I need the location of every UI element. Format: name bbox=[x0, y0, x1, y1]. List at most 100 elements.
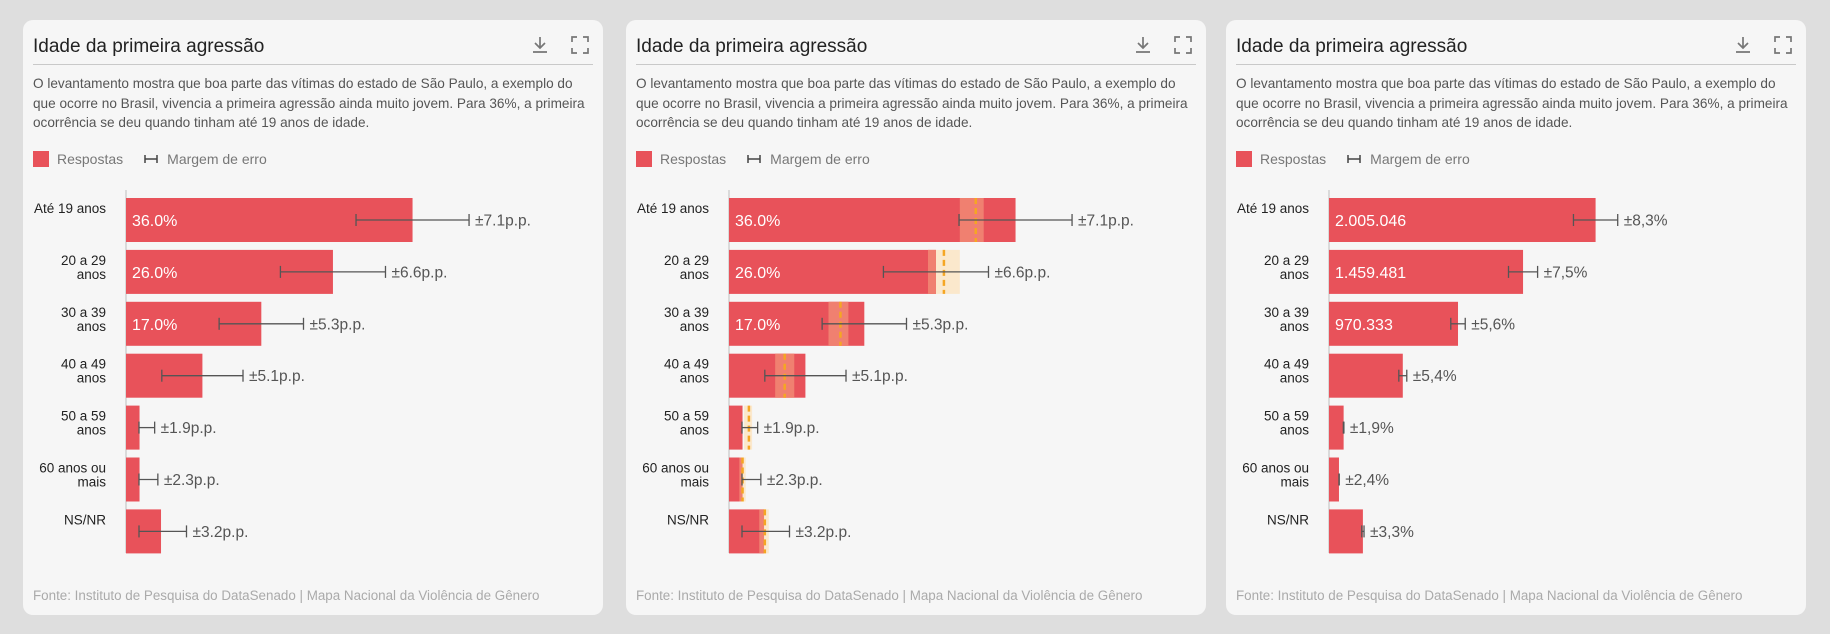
error-bar bbox=[279, 265, 387, 278]
category-label: NS/NR bbox=[667, 512, 709, 527]
value-label: 1.459.481 bbox=[1335, 265, 1406, 282]
category-label-line: anos bbox=[680, 371, 710, 386]
error-bar bbox=[138, 525, 188, 538]
category-label: 50 a 59 anos bbox=[664, 409, 709, 438]
chart-legend: Respostas Margem de erro bbox=[1236, 151, 1470, 167]
error-label: ±5.3p.p. bbox=[310, 316, 366, 333]
error-bar bbox=[1507, 265, 1539, 278]
category-label-line: 20 a 29 bbox=[664, 253, 709, 268]
error-bar bbox=[161, 369, 244, 382]
value-label: 36.0% bbox=[735, 213, 780, 230]
category-label: NS/NR bbox=[64, 512, 106, 527]
download-icon[interactable] bbox=[1732, 34, 1754, 56]
fullscreen-icon[interactable] bbox=[1172, 34, 1194, 56]
error-label: ±5.1p.p. bbox=[249, 368, 305, 385]
category-label: NS/NR bbox=[1267, 512, 1309, 527]
chart-title: Idade da primeira agressão bbox=[1236, 36, 1468, 57]
category-label-line: mais bbox=[1280, 475, 1309, 490]
error-label: ±6.6p.p. bbox=[994, 264, 1050, 281]
category-label: 40 a 49 anos bbox=[61, 357, 106, 386]
chart-source: Fonte: Instituto de Pesquisa do DataSena… bbox=[33, 588, 540, 603]
category-label-line: 30 a 39 bbox=[61, 305, 106, 320]
category-label: 30 a 39 anos bbox=[664, 305, 709, 334]
legend-swatch-respostas bbox=[1236, 151, 1252, 167]
reference-overlap bbox=[739, 457, 743, 502]
error-label: ±6.6p.p. bbox=[391, 264, 447, 281]
bar[interactable] bbox=[1329, 301, 1459, 346]
legend-label-margem: Margem de erro bbox=[1370, 151, 1470, 167]
category-label: 60 anos ou mais bbox=[1242, 461, 1309, 490]
error-bar bbox=[958, 214, 1073, 226]
error-label: ±8,3% bbox=[1624, 213, 1668, 230]
error-label: ±2.3p.p. bbox=[767, 472, 823, 489]
category-label: 60 anos ou mais bbox=[39, 461, 106, 490]
bar[interactable] bbox=[126, 457, 140, 502]
value-label: 26.0% bbox=[132, 265, 177, 282]
legend-label-respostas: Respostas bbox=[57, 151, 124, 167]
error-label: ±7.1p.p. bbox=[475, 213, 531, 230]
header-divider bbox=[1236, 64, 1796, 65]
error-label: ±1.9p.p. bbox=[161, 420, 217, 437]
legend-label-margem: Margem de erro bbox=[770, 151, 870, 167]
category-label-line: 20 a 29 bbox=[1264, 253, 1309, 268]
error-label: ±3.2p.p. bbox=[192, 524, 248, 541]
download-icon[interactable] bbox=[1132, 34, 1154, 56]
category-label-line: anos bbox=[680, 423, 710, 438]
bar[interactable] bbox=[729, 405, 743, 450]
bar[interactable] bbox=[1329, 405, 1344, 450]
category-label: 30 a 39 anos bbox=[1264, 305, 1309, 334]
bar[interactable] bbox=[126, 405, 140, 450]
category-label-line: anos bbox=[680, 267, 710, 282]
category-label-line: NS/NR bbox=[667, 512, 709, 527]
category-label: 20 a 29 anos bbox=[1264, 253, 1309, 282]
category-label: Até 19 anos bbox=[1237, 201, 1309, 216]
category-label-line: Até 19 anos bbox=[1237, 201, 1309, 216]
category-label-line: anos bbox=[77, 267, 107, 282]
bar[interactable] bbox=[1329, 457, 1339, 502]
category-label-line: 50 a 59 bbox=[664, 409, 709, 424]
error-bar bbox=[1398, 369, 1408, 382]
category-label-line: anos bbox=[1280, 319, 1310, 334]
category-label-line: anos bbox=[680, 319, 710, 334]
category-label-line: 40 a 49 bbox=[61, 357, 106, 372]
bar[interactable] bbox=[1329, 353, 1403, 398]
error-label: ±5.3p.p. bbox=[913, 316, 969, 333]
legend-swatch-respostas bbox=[33, 151, 49, 167]
chart-description: O levantamento mostra que boa parte das … bbox=[33, 76, 585, 130]
chart-card-1: Idade da primeira agressão O levantament… bbox=[23, 20, 603, 615]
bar[interactable] bbox=[729, 457, 743, 502]
legend-label-respostas: Respostas bbox=[660, 151, 727, 167]
error-bar bbox=[821, 317, 908, 330]
fullscreen-icon[interactable] bbox=[1772, 34, 1794, 56]
error-bar bbox=[741, 473, 762, 486]
category-label-line: 60 anos ou bbox=[642, 461, 709, 476]
bar[interactable] bbox=[1329, 249, 1524, 294]
category-label-line: anos bbox=[1280, 267, 1310, 282]
category-label-line: 30 a 39 bbox=[664, 305, 709, 320]
error-bar bbox=[741, 525, 791, 538]
category-label: 50 a 59 anos bbox=[61, 409, 106, 438]
legend-label-respostas: Respostas bbox=[1260, 151, 1327, 167]
bar[interactable] bbox=[1329, 509, 1363, 554]
error-bar bbox=[1361, 525, 1365, 538]
category-label: 40 a 49 anos bbox=[664, 357, 709, 386]
value-label: 970.333 bbox=[1335, 317, 1393, 334]
error-label: ±7,5% bbox=[1544, 264, 1588, 281]
category-label-line: anos bbox=[1280, 423, 1310, 438]
download-icon[interactable] bbox=[529, 34, 551, 56]
fullscreen-icon[interactable] bbox=[569, 34, 591, 56]
category-label: 20 a 29 anos bbox=[61, 253, 106, 282]
category-label-line: 20 a 29 bbox=[61, 253, 106, 268]
error-bar bbox=[882, 265, 990, 278]
bar[interactable] bbox=[1329, 198, 1596, 242]
value-label: 17.0% bbox=[735, 317, 780, 334]
error-label: ±7.1p.p. bbox=[1078, 213, 1134, 230]
category-label-line: 60 anos ou bbox=[39, 461, 106, 476]
category-label: 20 a 29 anos bbox=[664, 253, 709, 282]
category-label-line: mais bbox=[680, 475, 709, 490]
category-label-line: 50 a 59 bbox=[1264, 409, 1309, 424]
error-bar bbox=[764, 369, 847, 382]
chart-card-2: Idade da primeira agressão O levantament… bbox=[626, 20, 1206, 615]
chart-description: O levantamento mostra que boa parte das … bbox=[1236, 76, 1788, 130]
